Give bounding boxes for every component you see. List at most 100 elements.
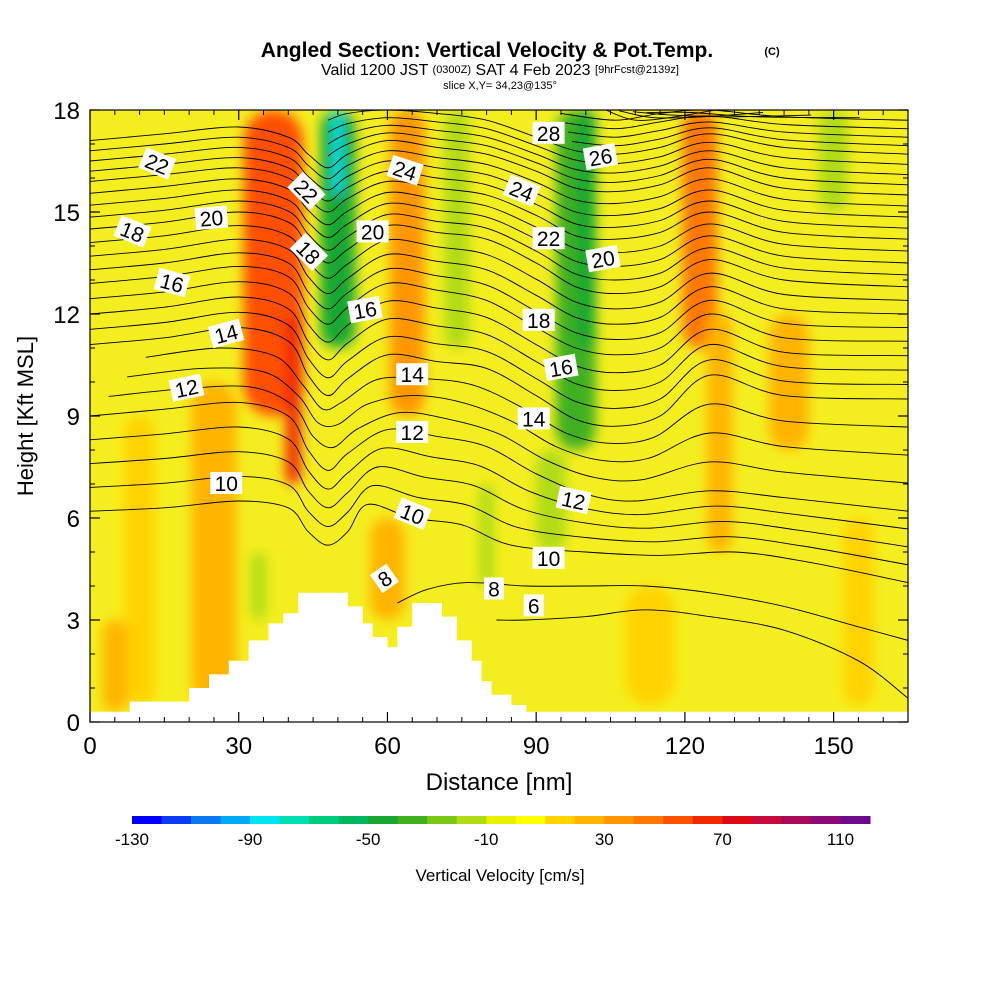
colorbar-swatch xyxy=(279,816,310,824)
contour-label-text: 20 xyxy=(361,221,384,244)
theta-contour-minor xyxy=(572,127,908,147)
y-tick-label: 18 xyxy=(53,98,80,125)
contour-label-text: 12 xyxy=(401,422,424,445)
contour-label-text: 26 xyxy=(587,145,614,172)
contour-label-text: 10 xyxy=(537,548,560,571)
theta-contour-minor xyxy=(90,475,908,566)
colorbar-swatch xyxy=(338,816,369,824)
y-tick-label: 3 xyxy=(67,608,80,635)
title-mark: (C) xyxy=(764,46,780,58)
colorbar: -130 -90 -50 -10 30 70 110 xyxy=(115,816,871,849)
velocity-cell xyxy=(102,620,128,712)
contour-label: 14 xyxy=(517,407,550,431)
theta-contour-minor xyxy=(90,296,908,391)
colorbar-swatch xyxy=(161,816,192,824)
contour-label-text: 22 xyxy=(537,228,560,251)
theta-contour-minor xyxy=(90,225,908,310)
colorbar-swatch xyxy=(751,816,782,824)
contour-label-text: 8 xyxy=(488,578,500,601)
colorbar-swatch xyxy=(368,816,399,824)
theta-contour-minor xyxy=(327,124,908,176)
contour-label-text: 20 xyxy=(199,207,224,232)
colorbar-swatch xyxy=(427,816,458,824)
velocity-cell xyxy=(625,586,675,705)
subtitle-valid: Valid 1200 JST xyxy=(321,62,429,79)
axes: 0 30 60 90 120 150 0 3 6 9 12 15 18 xyxy=(53,98,908,760)
contour-label: 20 xyxy=(585,245,621,274)
y-tick-label: 12 xyxy=(53,302,80,329)
colorbar-swatch xyxy=(250,816,281,824)
x-tick-label: 0 xyxy=(83,733,96,760)
contour-label: 6 xyxy=(523,594,544,618)
theta-contour-minor xyxy=(90,281,908,374)
contour-label-text: 18 xyxy=(527,310,550,333)
colorbar-swatch xyxy=(574,816,605,824)
contour-label: 22 xyxy=(532,227,565,251)
theta-contour-16 xyxy=(90,265,908,356)
theta-contour-minor xyxy=(90,189,908,267)
velocity-cell xyxy=(191,382,237,705)
colorbar-tick-label: 30 xyxy=(595,830,614,849)
colorbar-swatch xyxy=(604,816,635,824)
velocity-cell xyxy=(575,110,596,348)
subtitle-utc: (0300Z) xyxy=(433,64,472,76)
velocity-cell xyxy=(332,110,343,195)
colorbar-swatch xyxy=(220,816,251,824)
chart-title: Angled Section: Vertical Velocity & Pot.… xyxy=(261,39,713,62)
x-axis-label: Distance [nm] xyxy=(426,769,573,796)
contour-label-text: 14 xyxy=(401,364,425,387)
theta-contour-6 xyxy=(496,609,908,699)
theta-contour-minor xyxy=(327,132,908,186)
theta-contour-minor xyxy=(90,451,908,548)
contour-label: 10 xyxy=(210,472,243,496)
chart-subtitle: Valid 1200 JST (0300Z) SAT 4 Feb 2023 [9… xyxy=(321,60,679,79)
theta-contour-26 xyxy=(560,110,908,121)
x-tick-label: 30 xyxy=(225,733,252,760)
contour-label-text: 16 xyxy=(548,356,575,383)
colorbar-swatch xyxy=(515,816,546,824)
theta-contour-minor xyxy=(619,110,764,119)
theta-contour-minor xyxy=(646,111,860,119)
velocity-cell xyxy=(536,450,566,552)
colorbar-tick-label: -50 xyxy=(356,830,381,849)
contour-label: 28 xyxy=(532,121,565,146)
theta-contours xyxy=(90,110,908,699)
colorbar-tick-label: -10 xyxy=(474,830,499,849)
theta-contour-22 xyxy=(90,126,908,196)
subtitle-date: SAT 4 Feb 2023 xyxy=(476,62,591,79)
contour-label: 16 xyxy=(543,353,579,383)
theta-contour-minor xyxy=(90,252,908,340)
contour-label-text: 16 xyxy=(352,298,379,325)
colorbar-swatch xyxy=(132,816,163,824)
colorbar-tick-label: 110 xyxy=(827,830,854,849)
contour-label-text: 10 xyxy=(215,473,238,496)
y-tick-label: 9 xyxy=(67,404,80,431)
contour-label: 16 xyxy=(347,296,383,325)
contour-label: 14 xyxy=(396,363,429,387)
theta-contour-minor xyxy=(145,347,908,444)
colorbar-swatch xyxy=(486,816,517,824)
theta-contour-14 xyxy=(90,327,908,427)
contour-label: 8 xyxy=(369,563,399,594)
velocity-cell xyxy=(479,484,495,586)
velocity-cell xyxy=(285,314,301,484)
contour-label-text: 14 xyxy=(522,408,546,431)
colorbar-tick-label: 70 xyxy=(713,830,732,849)
contour-label-text: 12 xyxy=(559,488,587,515)
y-tick-label: 0 xyxy=(67,710,80,737)
terrain xyxy=(90,592,908,722)
x-tick-label: 150 xyxy=(814,733,854,760)
contour-label: 16 xyxy=(153,267,191,298)
contour-label: 18 xyxy=(522,308,555,333)
contour-label: 20 xyxy=(194,205,229,232)
colorbar-tick-label: -130 xyxy=(115,830,149,849)
contour-label-text: 20 xyxy=(590,247,617,274)
theta-contour-minor xyxy=(90,146,908,218)
x-tick-label: 90 xyxy=(523,733,550,760)
theta-contour-minor xyxy=(108,385,908,484)
colorbar-swatch xyxy=(633,816,664,824)
y-axis-label: Height [Kft MSL] xyxy=(13,336,38,496)
colorbar-swatch xyxy=(722,816,753,824)
colorbar-swatch xyxy=(840,816,871,824)
theta-contour-minor xyxy=(90,426,908,530)
